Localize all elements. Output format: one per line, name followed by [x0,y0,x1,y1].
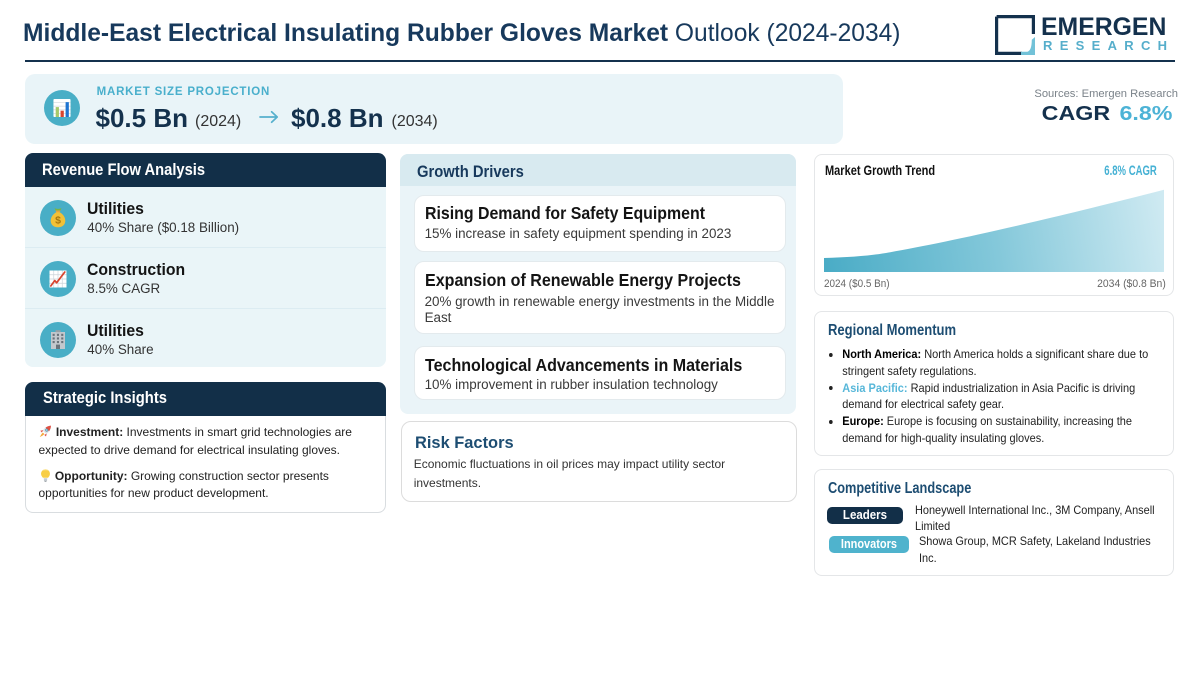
svg-text:$: $ [55,215,61,227]
